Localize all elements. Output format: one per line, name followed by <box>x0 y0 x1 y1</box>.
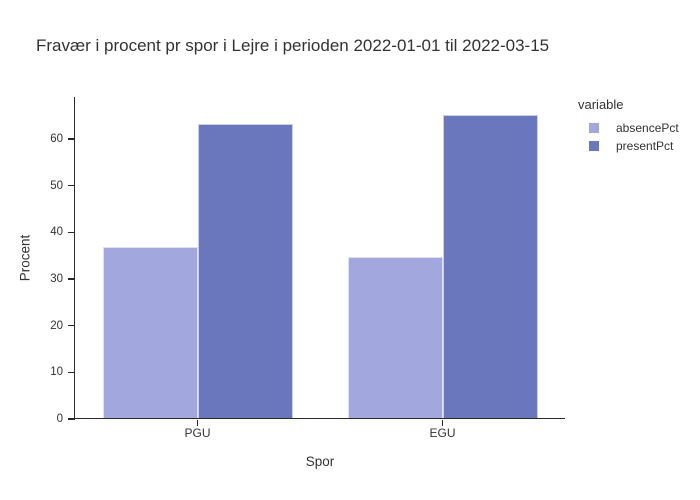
x-axis-title: Spor <box>305 454 335 469</box>
y-axis-title: Procent <box>17 234 33 282</box>
y-axis-line <box>74 97 76 420</box>
y-tick-label: 30 <box>50 273 63 285</box>
x-tick-label-pgu: PGU <box>184 426 211 440</box>
bar-presentPct-egu <box>442 114 538 419</box>
bar-absencePct-egu <box>347 256 443 419</box>
bar-absencePct-pgu <box>102 247 198 419</box>
legend: variable absencePct presentPct <box>578 97 679 155</box>
legend-label-presentPct: presentPct <box>616 139 674 153</box>
legend-items: absencePct presentPct <box>578 119 679 155</box>
y-tick-mark <box>68 278 74 280</box>
y-tick-label: 0 <box>56 413 63 425</box>
x-axis-line <box>74 418 565 420</box>
y-tick-label: 20 <box>50 319 63 332</box>
legend-entry-absencePct[interactable]: absencePct <box>578 119 679 137</box>
legend-entry-presentPct[interactable]: presentPct <box>578 137 679 155</box>
y-tick-label: 40 <box>50 226 63 239</box>
legend-swatch-presentPct <box>589 141 599 151</box>
y-tick-label: 60 <box>50 133 63 145</box>
legend-swatch-absencePct <box>589 123 599 133</box>
plot-area: 0 10 20 30 40 50 60 PGU EGU <box>50 97 565 440</box>
y-tick-mark <box>68 138 74 140</box>
legend-label-absencePct: absencePct <box>616 121 679 135</box>
x-tick-mark <box>196 420 199 426</box>
y-tick-label: 10 <box>50 366 63 379</box>
y-tick-mark <box>68 324 74 327</box>
chart-title: Fravær i procent pr spor i Lejre i perio… <box>36 36 550 55</box>
x-tick-mark <box>441 420 444 426</box>
bar-presentPct-pgu <box>197 124 293 419</box>
y-tick-mark <box>68 184 74 187</box>
legend-title: variable <box>578 97 624 112</box>
y-tick-label: 50 <box>50 179 63 192</box>
y-tick-mark <box>68 371 74 374</box>
y-tick-mark <box>68 418 74 420</box>
x-tick-label-egu: EGU <box>429 426 456 440</box>
y-tick-mark <box>68 231 74 234</box>
